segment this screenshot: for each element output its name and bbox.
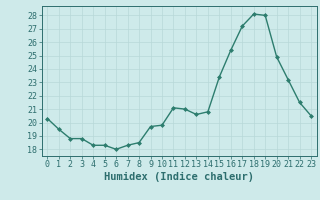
X-axis label: Humidex (Indice chaleur): Humidex (Indice chaleur) — [104, 172, 254, 182]
